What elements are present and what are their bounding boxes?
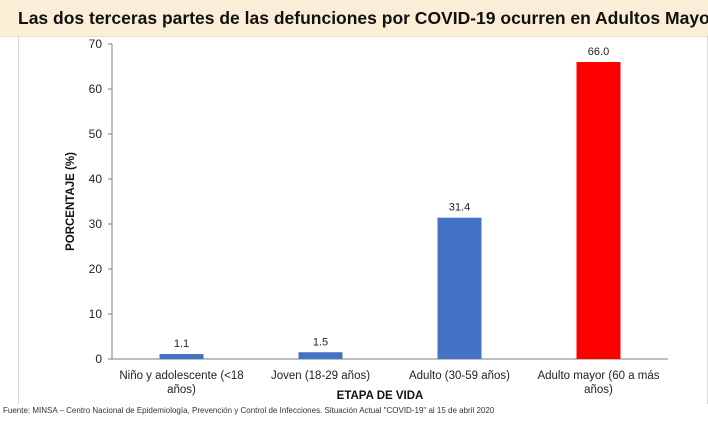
x-axis-title: ETAPA DE VIDA: [337, 390, 424, 402]
y-tick-label: 30: [89, 217, 103, 231]
bar: [437, 217, 482, 359]
y-tick-label: 70: [89, 37, 103, 51]
data-label: 1.1: [174, 338, 189, 350]
category-label: Adulto (30-59 años): [409, 370, 510, 382]
chart-title: Las dos terceras partes de las defuncion…: [18, 8, 708, 28]
category-label: años): [167, 384, 196, 396]
bar: [576, 62, 621, 359]
bar: [159, 354, 204, 359]
y-tick-label: 0: [95, 352, 102, 366]
y-tick-label: 50: [89, 127, 103, 141]
source-note: Fuente: MINSA – Centro Nacional de Epide…: [3, 406, 495, 415]
category-label: Adulto mayor (60 a más: [537, 370, 659, 382]
category-label: años): [584, 384, 613, 396]
title-bar: Las dos terceras partes de las defuncion…: [0, 0, 708, 37]
y-tick-label: 60: [89, 82, 103, 96]
bar: [298, 352, 343, 359]
data-label: 1.5: [313, 336, 328, 348]
category-label: Joven (18-29 años): [271, 370, 370, 382]
category-label: Niño y adolescente (<18: [119, 370, 243, 382]
y-axis-title: PORCENTAJE (%): [65, 152, 77, 251]
y-tick-label: 20: [89, 262, 103, 276]
y-tick-label: 40: [89, 172, 103, 186]
bar-chart: 0 10 20 30 40 50 60 70 1.1 Niño y adolescente (<1…: [65, 37, 668, 402]
data-label: 66.0: [588, 46, 609, 58]
data-label: 31.4: [449, 202, 470, 214]
y-tick-label: 10: [89, 307, 103, 321]
